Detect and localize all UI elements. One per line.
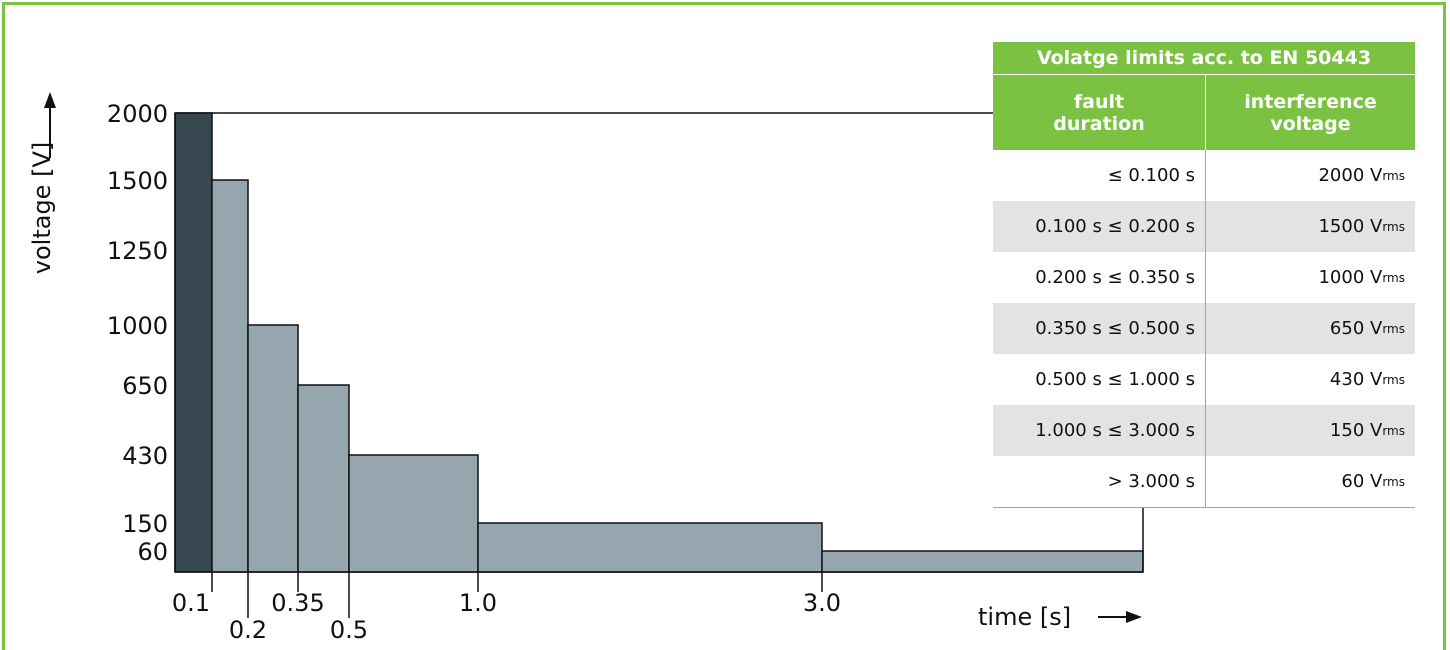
header-left-line2: duration [1053,112,1145,135]
duration-cell: 0.100 s ≤ 0.200 s [1035,216,1195,237]
voltage-value: 60 V [1341,471,1383,492]
voltage-unit-subscript: rms [1382,474,1405,489]
bar-2 [247,324,299,573]
header-fault-duration: fault duration [993,75,1205,150]
voltage-value: 430 V [1329,369,1383,390]
y-tick-1500: 1500 [107,167,168,195]
voltage-unit-subscript: rms [1382,219,1405,234]
y-tick-430: 430 [122,442,168,470]
y-axis-arrow [44,92,56,158]
voltage-unit-subscript: rms [1382,423,1405,438]
x-tick-3.0: 3.0 [803,589,841,617]
table-header: fault duration interference voltage [993,75,1415,150]
header-right-line2: voltage [1270,112,1351,135]
header-right-line1: interference [1244,90,1377,113]
duration-cell: 0.200 s ≤ 0.350 s [1035,267,1195,288]
y-tick-650: 650 [122,372,168,400]
header-interference-voltage: interference voltage [1205,75,1415,150]
bar-0 [174,112,213,573]
voltage-value: 650 V [1329,318,1383,339]
x-tick-0.35: 0.35 [271,589,324,617]
x-tick-1.0: 1.0 [459,589,497,617]
bar-6 [821,550,1144,573]
voltage-unit-subscript: rms [1382,168,1405,183]
bar-3 [297,384,350,573]
y-tick-150: 150 [122,510,168,538]
voltage-unit-subscript: rms [1382,372,1405,387]
bar-5 [477,522,823,573]
voltage-value: 2000 V [1318,165,1383,186]
y-tick-2000: 2000 [107,100,168,128]
table-bottom-rule [993,507,1415,508]
voltage-unit-subscript: rms [1382,321,1405,336]
bar-1 [211,179,249,573]
duration-cell: 1.000 s ≤ 3.000 s [1035,420,1195,441]
y-axis-title: voltage [V] [28,142,56,274]
x-axis-title: time [s] [978,603,1071,631]
duration-cell: ≤ 0.100 s [1107,165,1195,186]
y-tick-1000: 1000 [107,312,168,340]
voltage-limits-table: Volatge limits acc. to EN 50443 fault dur… [993,42,1415,508]
duration-cell: 0.350 s ≤ 0.500 s [1035,318,1195,339]
voltage-value: 1500 V [1318,216,1383,237]
y-tick-60: 60 [137,538,168,566]
y-tick-1250: 1250 [107,237,168,265]
x-tick-0.5: 0.5 [330,616,368,644]
x-tick-0.2: 0.2 [229,616,267,644]
duration-cell: 0.500 s ≤ 1.000 s [1035,369,1195,390]
x-tick-0.1: 0.1 [172,589,210,617]
bar-4 [348,454,479,573]
duration-cell: > 3.000 s [1107,471,1195,492]
voltage-value: 1000 V [1318,267,1383,288]
header-left-line1: fault [1073,90,1125,113]
voltage-value: 150 V [1329,420,1383,441]
voltage-unit-subscript: rms [1382,270,1405,285]
x-axis-arrow [1098,611,1142,623]
table-title: Volatge limits acc. to EN 50443 [993,42,1415,75]
